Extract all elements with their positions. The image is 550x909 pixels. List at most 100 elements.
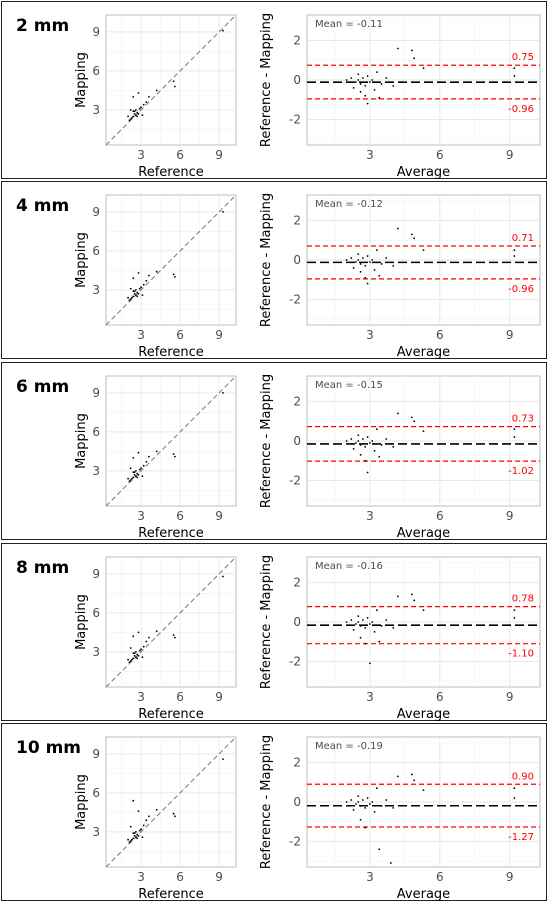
- data-point: [136, 833, 139, 836]
- data-point: [359, 444, 362, 446]
- data-point: [145, 460, 148, 463]
- x-tick-label: 6: [436, 690, 444, 704]
- data-point: [155, 450, 158, 453]
- data-point: [357, 621, 360, 623]
- data-point: [366, 102, 369, 105]
- data-point: [148, 815, 150, 818]
- data-point: [136, 472, 139, 475]
- data-point: [352, 628, 355, 631]
- identity-line: [105, 14, 237, 146]
- data-point: [135, 475, 137, 477]
- data-point: [135, 656, 137, 658]
- data-point: [371, 801, 374, 803]
- x-tick-label: 3: [366, 690, 374, 704]
- data-point: [366, 255, 369, 257]
- data-point: [136, 295, 139, 298]
- x-tick-label: 3: [137, 509, 145, 523]
- y-axis-title: Reference - Mapping: [259, 193, 274, 327]
- data-point: [135, 470, 137, 472]
- data-point: [376, 71, 378, 74]
- data-point: [132, 832, 135, 835]
- data-point: [350, 438, 353, 440]
- data-point: [155, 270, 158, 273]
- data-point: [172, 80, 175, 83]
- data-point: [392, 627, 395, 629]
- y-axis-title: Reference - Mapping: [259, 735, 274, 869]
- data-point: [133, 654, 136, 657]
- data-point: [136, 291, 139, 294]
- data-point: [345, 801, 348, 803]
- upper-loa-label: 0.75: [512, 52, 534, 63]
- x-tick-label: 6: [436, 509, 444, 523]
- data-point: [174, 455, 176, 458]
- data-point: [132, 457, 135, 459]
- data-point: [345, 79, 348, 81]
- data-point: [366, 282, 369, 285]
- y-tick-label: 3: [92, 825, 100, 839]
- data-point: [362, 438, 364, 440]
- data-point: [422, 789, 425, 792]
- data-point: [138, 829, 141, 832]
- data-point: [145, 640, 148, 643]
- panel-label: 4 mm: [16, 196, 70, 216]
- mean-label: Mean = -0.16: [315, 561, 383, 572]
- data-point: [359, 83, 362, 85]
- data-point: [132, 799, 135, 802]
- data-point: [378, 848, 381, 851]
- y-tick-label: 0: [293, 615, 301, 629]
- x-tick-label: 6: [176, 328, 184, 342]
- data-point: [371, 79, 374, 81]
- data-point: [385, 438, 388, 440]
- data-point: [142, 645, 145, 648]
- data-point: [385, 619, 388, 621]
- data-point: [137, 631, 140, 634]
- data-point: [355, 803, 357, 805]
- data-point: [396, 227, 399, 230]
- y-tick-label: 0: [293, 253, 301, 267]
- data-point: [136, 111, 139, 114]
- y-axis-title: Reference - Mapping: [259, 374, 274, 508]
- data-point: [133, 110, 136, 113]
- data-point: [174, 276, 176, 278]
- data-point: [513, 428, 516, 431]
- data-point: [364, 627, 367, 629]
- data-point: [148, 96, 150, 98]
- data-point: [222, 211, 224, 213]
- data-point: [366, 617, 369, 619]
- y-tick-label: -2: [289, 654, 301, 668]
- data-point: [127, 658, 129, 661]
- data-point: [145, 101, 148, 103]
- data-point: [142, 103, 145, 106]
- y-tick-label: 3: [92, 283, 100, 297]
- data-point: [141, 836, 144, 838]
- data-point: [135, 831, 137, 833]
- data-point: [222, 575, 224, 578]
- data-point: [357, 615, 360, 617]
- data-point: [369, 662, 371, 665]
- data-point: [132, 277, 135, 280]
- data-point: [366, 471, 369, 474]
- data-point: [136, 476, 139, 479]
- data-point: [133, 290, 136, 293]
- y-tick-label: -2: [289, 834, 301, 848]
- data-point: [127, 838, 129, 841]
- data-point: [392, 85, 395, 87]
- data-point: [392, 807, 395, 809]
- data-point: [369, 803, 371, 805]
- data-point: [380, 625, 383, 627]
- data-point: [373, 810, 376, 813]
- data-point: [385, 799, 388, 801]
- data-point: [385, 257, 388, 259]
- data-point: [132, 635, 135, 638]
- x-tick-label: 3: [366, 328, 374, 342]
- upper-loa-label: 0.73: [512, 414, 534, 425]
- data-point: [371, 259, 374, 261]
- data-point: [410, 773, 413, 776]
- y-tick-label: 9: [92, 205, 100, 219]
- data-point: [129, 840, 132, 842]
- scatter-plot: 3 3 6 6 9 9 Reference Mapping: [74, 14, 237, 180]
- data-point: [422, 67, 425, 70]
- data-point: [140, 286, 143, 289]
- scatter-plot: 3 3 6 6 9 9 Reference Mapping: [74, 375, 237, 541]
